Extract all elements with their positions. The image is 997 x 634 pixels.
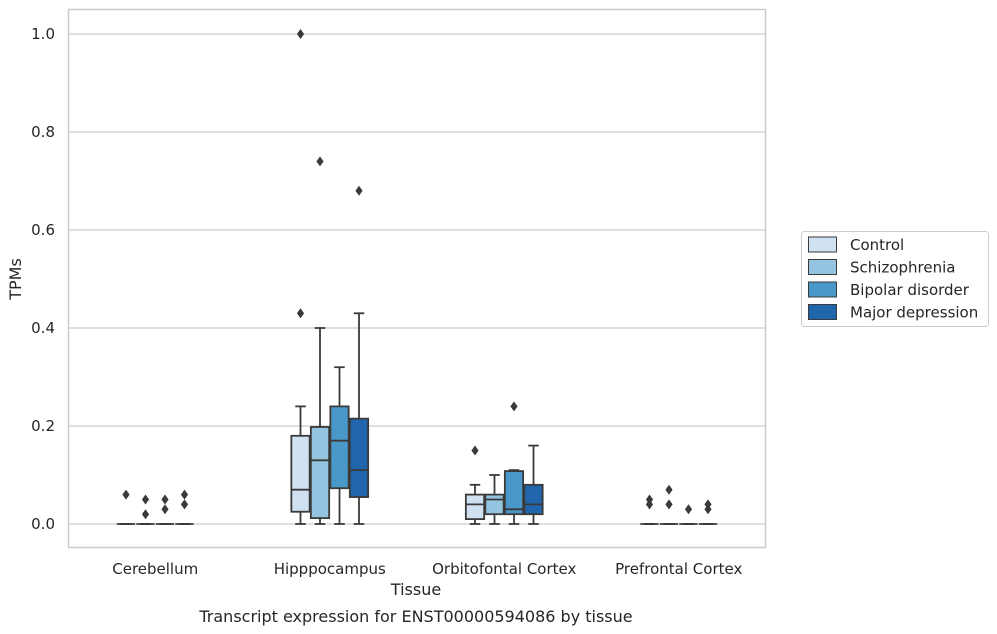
box-3-0 <box>640 494 659 525</box>
x-tick-label: Prefrontal Cortex <box>615 560 742 578</box>
outlier-point <box>180 489 189 500</box>
box-3-2 <box>679 504 698 525</box>
grid-lines <box>68 33 766 525</box>
box-1-0 <box>290 29 311 525</box>
y-tick-label: 1.0 <box>31 25 55 43</box>
box-rect <box>329 405 350 490</box>
y-tick-label: 0.8 <box>31 123 55 141</box>
box-groups <box>116 29 718 525</box>
legend-label: Schizophrenia <box>850 259 955 277</box>
chart-caption: Transcript expression for ENST0000059408… <box>198 607 632 626</box>
legend-swatch <box>808 281 837 298</box>
legend-swatch <box>808 304 837 320</box>
box-2-3 <box>523 444 544 525</box>
outlier-point <box>684 504 693 515</box>
y-axis-label: TPMs <box>6 258 25 301</box>
box-2-1 <box>484 474 505 525</box>
box-0-2 <box>155 494 175 525</box>
outlier-point <box>704 499 712 510</box>
legend-swatch <box>808 259 837 275</box>
x-tick-label: Hipppocampus <box>274 560 386 578</box>
x-tick-label: Orbitofontal Cortex <box>432 560 576 578</box>
outlier-point <box>296 29 305 39</box>
outlier-point <box>141 494 150 505</box>
box-3-1 <box>659 484 679 525</box>
outlier-point <box>161 504 169 515</box>
box-rect <box>290 434 311 513</box>
box-1-1 <box>309 156 331 525</box>
legend-label: Bipolar disorder <box>850 281 970 299</box>
outlier-point <box>316 156 324 167</box>
outlier-point <box>141 509 150 520</box>
box-2-2 <box>503 401 525 525</box>
y-tick-label: 0.4 <box>31 319 55 337</box>
outlier-point <box>161 494 169 505</box>
box-0-1 <box>136 494 155 525</box>
outlier-point <box>665 499 673 510</box>
x-axis-label: Tissue <box>390 580 441 599</box>
outlier-point <box>645 494 654 505</box>
box-rect <box>309 426 331 520</box>
box-rect <box>484 493 505 516</box>
outlier-point <box>471 445 479 456</box>
plot-frame <box>67 8 767 549</box>
box-rect <box>523 483 544 516</box>
box-1-3 <box>348 185 370 525</box>
outlier-point <box>180 499 189 510</box>
legend-swatch <box>808 236 837 253</box>
y-tick-label: 0.2 <box>31 417 55 435</box>
x-tick-labels: Cerebellum Hipppocampus Orbitofontal Corte… <box>112 560 742 578</box>
x-tick-label: Cerebellum <box>112 560 198 578</box>
outlier-point <box>665 484 673 495</box>
box-1-2 <box>329 366 350 525</box>
outlier-point <box>355 185 363 196</box>
outlier-point <box>510 401 518 412</box>
outlier-point <box>122 489 130 500</box>
box-rect <box>464 493 486 521</box>
legend: Control Schizophrenia Bipolar disorder Majo… <box>801 231 989 327</box>
legend-label: Major depression <box>850 304 978 322</box>
box-0-0 <box>116 489 136 525</box>
box-2-0 <box>464 445 486 525</box>
y-tick-labels: 0.0 0.2 0.4 0.6 0.8 1.0 <box>31 25 55 533</box>
legend-label: Control <box>850 236 904 254</box>
legend-frame <box>801 231 989 327</box>
y-tick-label: 0.0 <box>31 515 55 533</box>
box-rect <box>503 470 525 516</box>
box-rect <box>348 417 370 498</box>
box-0-3 <box>175 489 194 525</box>
y-tick-label: 0.6 <box>31 221 55 239</box>
outlier-point <box>296 308 305 319</box>
box-3-3 <box>698 499 718 525</box>
